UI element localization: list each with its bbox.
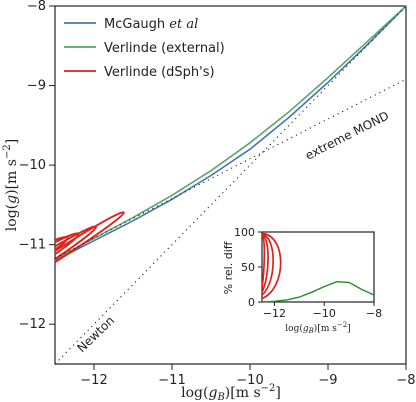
inset-x-tick-label: −12 — [263, 307, 286, 320]
main-series-verlinde-external-line — [54, 5, 407, 260]
main-x-tick-label: −12 — [80, 373, 107, 388]
main-series-mcgaugh-et-al-line — [54, 5, 407, 262]
main-y-axis-title-post: )[m s — [4, 159, 20, 195]
inset-x-axis-title-close: ] — [347, 324, 351, 334]
main-series-newton-line — [54, 5, 407, 365]
main-y-tick-label: −8 — [27, 0, 46, 14]
inset-series-verlinde-dsph-s-contour-1 — [261, 232, 282, 300]
inset-ticks: −12 −10 −8 0 50 100 — [234, 226, 382, 320]
legend: McGaugh et al Verlinde (external) Verlin… — [64, 17, 225, 80]
main-y-tick-label: −12 — [19, 317, 46, 332]
main-x-axis-title-sub: B — [216, 392, 224, 402]
inset-y-axis-title: % rel. diff — [222, 241, 235, 294]
main-x-axis-title-pre: log( — [181, 385, 208, 401]
legend-label-mcgaugh: McGaugh et al — [104, 17, 198, 32]
inset-x-axis-title-pre: log( — [285, 323, 303, 334]
inset-x-axis-title: log(gB)[m s−2] — [285, 321, 350, 335]
main-y-axis-title-var: g — [4, 195, 20, 204]
main-series-extreme-mond-line — [54, 78, 407, 259]
inset-series-verlinde-external-line — [261, 280, 375, 303]
inset-x-axis-title-post: )[m s — [314, 323, 337, 334]
legend-label-mcgaugh-pre: McGaugh — [104, 17, 169, 32]
main-series-verlinde-dsph-s-contour-1 — [54, 211, 125, 264]
main-x-tick-label: −11 — [158, 373, 185, 388]
inset-y-tick-label: 100 — [234, 226, 255, 239]
legend-label-verlinde-dsph: Verlinde (dSph's) — [104, 65, 215, 80]
main-x-axis-title-close: ] — [275, 385, 280, 401]
main-y-axis-title-pre: log( — [4, 204, 20, 231]
main-x-tick-label: −9 — [318, 373, 337, 388]
main-y-tick-label: −11 — [19, 238, 46, 253]
inset-series-verlinde-dsph-s-contour-2 — [261, 233, 274, 296]
inset-x-axis-title-var: g — [303, 324, 309, 334]
inset-y-tick-label: 50 — [241, 261, 255, 274]
inset-plot-frame — [261, 231, 375, 303]
main-x-axis-title-exp: −2 — [261, 383, 276, 394]
inset-y-tick-label: 0 — [248, 296, 255, 309]
main-y-axis-title-exp: −2 — [2, 144, 13, 159]
inset-x-tick-label: −8 — [366, 307, 382, 320]
main-ticks: −12 −11 −10 −9 −8 −12 −11 −10 −9 −8 — [19, 0, 416, 388]
main-y-axis-title-close: ] — [4, 139, 20, 144]
inset-series-verlinde-dsph-s-contour-3 — [261, 233, 269, 293]
main-x-axis-title: log(gB)[m s−2] — [181, 383, 281, 402]
main-x-tick-label: −10 — [236, 373, 263, 388]
main-series-verlinde-dsph-s-contour-2 — [54, 225, 97, 260]
main-x-tick-label: −8 — [396, 373, 415, 388]
inset-x-tick-label: −10 — [313, 307, 336, 320]
main-series-verlinde-dsph-s-contour-4 — [54, 236, 69, 251]
inset-series-verlinde-dsph-s-contour-4 — [261, 234, 266, 289]
inset-lines — [261, 232, 375, 303]
inset-x-axis-title-sub: B — [308, 327, 314, 335]
main-x-axis-title-var: g — [208, 385, 217, 401]
main-y-tick-label: −10 — [19, 158, 46, 173]
legend-label-verlinde-external: Verlinde (external) — [104, 41, 225, 56]
main-lines — [54, 5, 407, 365]
main-y-axis-title: log(g)[m s−2] — [2, 139, 20, 231]
main-y-tick-label: −9 — [27, 79, 46, 94]
legend-label-mcgaugh-it: et al — [169, 17, 198, 32]
main-x-axis-title-post: )[m s — [225, 385, 261, 401]
inset-x-axis-title-exp: −2 — [337, 321, 347, 329]
